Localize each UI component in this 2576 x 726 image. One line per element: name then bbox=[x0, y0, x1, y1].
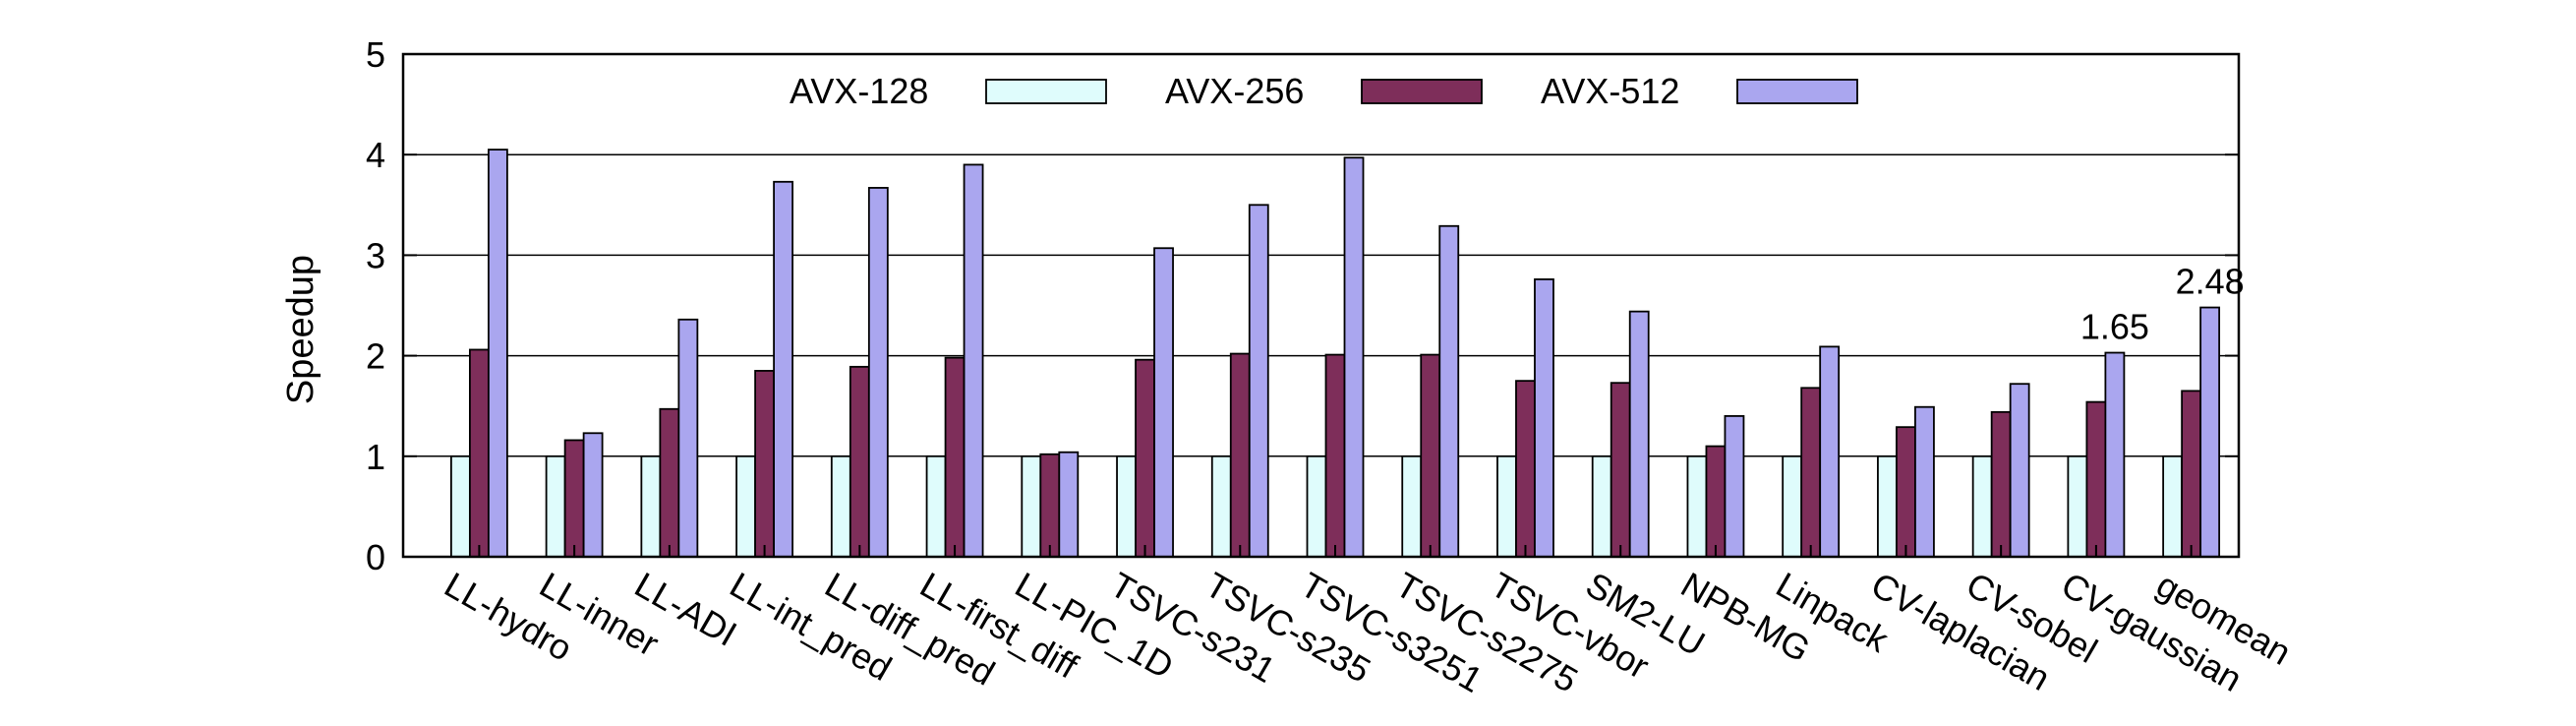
bar-avx-512-cv-gaussian bbox=[2104, 351, 2126, 558]
bar-avx-128-ll-pic_1d bbox=[1021, 454, 1042, 558]
bar-avx-256-tsvc-s235 bbox=[1229, 352, 1251, 558]
bar-avx-256-tsvc-s3251 bbox=[1324, 353, 1346, 558]
bar-avx-128-tsvc-s235 bbox=[1210, 454, 1232, 558]
bar-avx-128-geomean bbox=[2162, 454, 2184, 558]
legend-label: AVX-512 bbox=[1541, 71, 1679, 111]
bar-avx-128-linpack bbox=[1782, 454, 1803, 558]
bar-avx-128-ll-int_pred bbox=[735, 454, 756, 558]
bar-avx-256-linpack bbox=[1800, 387, 1822, 558]
bar-avx-128-npb-mg bbox=[1686, 454, 1708, 558]
legend-label: AVX-128 bbox=[790, 71, 928, 111]
y-tick-label: 4 bbox=[366, 135, 385, 175]
legend-swatch bbox=[1361, 79, 1483, 104]
bar-avx-256-sm2-lu bbox=[1610, 382, 1631, 558]
bar-avx-128-tsvc-s3251 bbox=[1306, 454, 1327, 558]
bar-avx-256-geomean bbox=[2181, 390, 2202, 558]
bar-avx-512-geomean bbox=[2199, 306, 2221, 558]
legend-label: AVX-256 bbox=[1165, 71, 1304, 111]
bar-avx-256-cv-sobel bbox=[1990, 410, 2012, 558]
bar-avx-128-ll-first_diff bbox=[925, 454, 947, 558]
bar-avx-512-ll-inner bbox=[582, 432, 604, 558]
bar-avx-128-ll-diff_pred bbox=[830, 454, 851, 558]
bar-avx-256-npb-mg bbox=[1705, 445, 1727, 558]
bar-avx-128-ll-adi bbox=[640, 454, 662, 558]
y-tick-label: 3 bbox=[366, 235, 385, 275]
bar-avx-128-tsvc-s2275 bbox=[1401, 454, 1423, 558]
bar-avx-512-ll-diff_pred bbox=[867, 187, 889, 558]
bar-avx-512-ll-first_diff bbox=[963, 163, 984, 558]
bar-avx-512-cv-laplacian bbox=[1914, 405, 1935, 558]
bar-avx-512-sm2-lu bbox=[1628, 310, 1650, 558]
bar-avx-512-npb-mg bbox=[1724, 415, 1745, 558]
data-label: 1.65 bbox=[2080, 307, 2149, 347]
bar-avx-512-ll-pic_1d bbox=[1058, 451, 1080, 558]
bar-avx-512-tsvc-s231 bbox=[1153, 247, 1174, 558]
bar-avx-256-ll-adi bbox=[659, 407, 680, 558]
y-axis-label: Speedup bbox=[280, 255, 322, 404]
bar-avx-256-tsvc-vbor bbox=[1515, 380, 1536, 558]
bar-avx-256-tsvc-s231 bbox=[1135, 358, 1155, 558]
bar-avx-256-ll-int_pred bbox=[754, 370, 775, 558]
bar-avx-128-tsvc-s231 bbox=[1116, 454, 1137, 558]
bar-avx-128-ll-hydro bbox=[449, 454, 471, 558]
bar-avx-256-ll-inner bbox=[563, 439, 585, 558]
bar-avx-512-tsvc-s2275 bbox=[1438, 224, 1460, 558]
bar-avx-512-ll-hydro bbox=[487, 149, 508, 558]
bar-avx-256-ll-diff_pred bbox=[849, 365, 870, 558]
data-label: 2.48 bbox=[2176, 262, 2245, 302]
y-tick-label: 2 bbox=[366, 336, 385, 377]
legend: AVX-128 AVX-256 AVX-512 bbox=[790, 71, 1858, 111]
bar-avx-128-cv-gaussian bbox=[2067, 454, 2088, 558]
bar-avx-512-tsvc-s3251 bbox=[1343, 156, 1365, 558]
bar-avx-128-cv-laplacian bbox=[1877, 454, 1898, 558]
bar-avx-128-cv-sobel bbox=[1971, 454, 1993, 558]
bar-avx-512-linpack bbox=[1819, 345, 1841, 558]
bar-avx-512-ll-int_pred bbox=[773, 180, 793, 558]
bar-avx-512-tsvc-s235 bbox=[1248, 204, 1269, 558]
bar-avx-256-cv-laplacian bbox=[1896, 426, 1916, 558]
bar-avx-512-cv-sobel bbox=[2009, 383, 2030, 558]
y-tick-label: 1 bbox=[366, 437, 385, 477]
bar-avx-256-ll-hydro bbox=[468, 348, 490, 558]
y-tick-label: 0 bbox=[366, 537, 385, 577]
y-tick-label: 5 bbox=[366, 34, 385, 75]
bar-avx-512-ll-adi bbox=[677, 318, 699, 558]
legend-swatch bbox=[985, 79, 1107, 104]
bar-avx-256-ll-pic_1d bbox=[1039, 453, 1061, 558]
legend-swatch bbox=[1736, 79, 1858, 104]
bar-avx-256-tsvc-s2275 bbox=[1420, 353, 1441, 558]
bar-avx-128-tsvc-vbor bbox=[1496, 454, 1517, 558]
bar-avx-512-tsvc-vbor bbox=[1534, 278, 1554, 558]
bar-avx-128-ll-inner bbox=[545, 454, 566, 558]
bar-avx-256-cv-gaussian bbox=[2085, 400, 2107, 558]
plot-frame bbox=[401, 52, 2241, 559]
bars: 1.65 2.48 bbox=[449, 149, 2245, 558]
bar-avx-128-sm2-lu bbox=[1591, 454, 1612, 558]
bar-avx-256-ll-first_diff bbox=[944, 356, 966, 558]
